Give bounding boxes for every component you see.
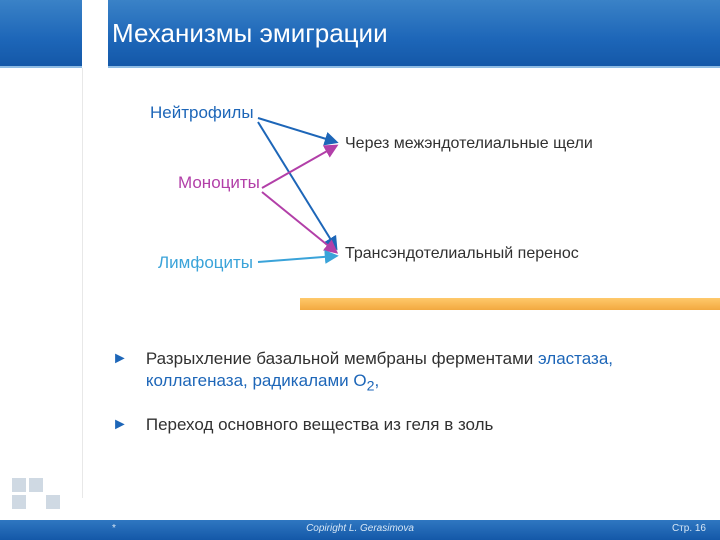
bullet-list: ► Разрыхление базальной мембраны фермент… <box>112 348 672 454</box>
diagram-label: Трансэндотелиальный перенос <box>345 245 579 262</box>
bullet-item: ► Разрыхление базальной мембраны фермент… <box>112 348 672 396</box>
bullet-plain: Разрыхление базальной мембраны ферментам… <box>146 349 538 368</box>
footer-center: Copiright L. Gerasimova <box>306 523 414 534</box>
diagram-arrow <box>262 192 336 252</box>
left-rail-top <box>82 0 108 68</box>
diagram-label: Через межэндотелиальные щели <box>345 135 593 152</box>
diagram-arrow <box>258 256 336 262</box>
diagram-svg: Нейтрофилы Моноциты Лимфоциты Через межэндо… <box>150 100 690 300</box>
corner-squares-icon <box>12 478 62 512</box>
slide-title: Механизмы эмиграции <box>112 18 388 49</box>
diagram-label: Лимфоциты <box>158 253 253 272</box>
bullet-item: ► Переход основного вещества из геля в з… <box>112 414 672 436</box>
left-rail <box>82 68 108 498</box>
diagram-label: Моноциты <box>178 173 260 192</box>
footer-page: Стр. 16 <box>672 523 706 534</box>
slide-header: Механизмы эмиграции <box>0 0 720 68</box>
bullet-text: Переход основного вещества из геля в зол… <box>146 414 494 436</box>
footer-left: * <box>112 523 116 534</box>
emigration-diagram: Нейтрофилы Моноциты Лимфоциты Через межэндо… <box>150 100 690 300</box>
diagram-label: Нейтрофилы <box>150 103 254 122</box>
bullet-marker-icon: ► <box>112 416 128 434</box>
accent-bar <box>300 298 720 310</box>
diagram-arrow <box>258 122 336 248</box>
diagram-arrow <box>262 146 336 188</box>
bullet-plain: Переход основного вещества из геля в зол… <box>146 415 494 434</box>
slide-footer: * Copiright L. Gerasimova Стр. 16 <box>0 520 720 540</box>
bullet-text: Разрыхление базальной мембраны ферментам… <box>146 348 672 396</box>
bullet-marker-icon: ► <box>112 350 128 368</box>
diagram-arrow <box>258 118 336 142</box>
